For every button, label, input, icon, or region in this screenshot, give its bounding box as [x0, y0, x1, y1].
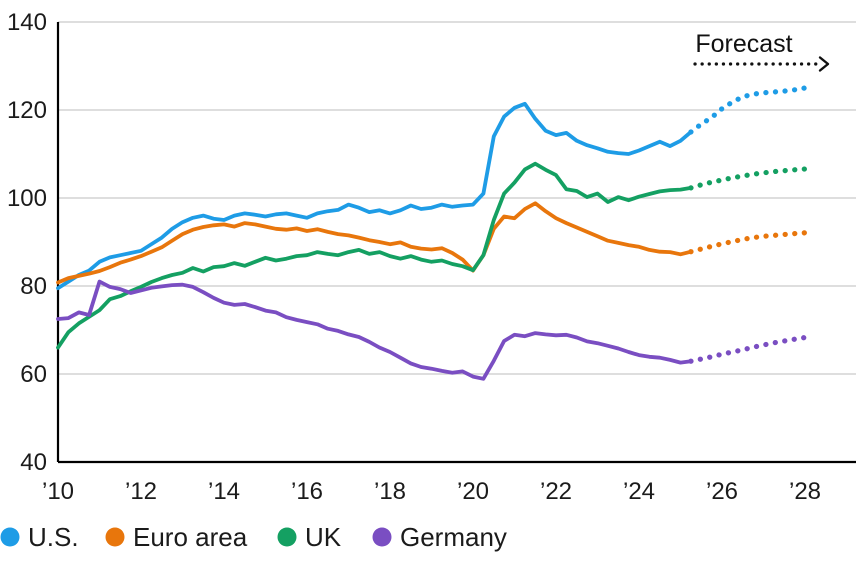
- x-tick-label-2028: ’28: [789, 478, 821, 505]
- x-tick-label-2014: ’14: [208, 478, 240, 505]
- y-tick-label-120: 120: [7, 97, 47, 124]
- x-tick-label-2022: ’22: [540, 478, 572, 505]
- y-tick-label-40: 40: [20, 449, 47, 476]
- legend-label-euro-area: Euro area: [133, 522, 248, 552]
- x-tick-label-2012: ’12: [125, 478, 157, 505]
- x-tick-label-2020: ’20: [457, 478, 489, 505]
- series-line-uk: [56, 161, 693, 350]
- x-tick-label-2018: ’18: [374, 478, 406, 505]
- y-tick-label-140: 140: [7, 9, 47, 36]
- x-tick-label-2010: ’10: [42, 478, 74, 505]
- y-tick-label-60: 60: [20, 361, 47, 388]
- legend-item-u-s: U.S.: [0, 522, 79, 552]
- legend-label-uk: UK: [305, 522, 342, 552]
- x-tick-label-2016: ’16: [291, 478, 323, 505]
- series-forecast-u-s: [688, 85, 808, 135]
- series-line-u-s: [56, 101, 693, 291]
- series-line-germany: [56, 279, 693, 381]
- forecast-arrowhead-icon: [818, 56, 830, 72]
- axis-label-layer: 140 120 100 80 60 40’10 ’12 ’14 ’16 ’18 ’20 ’22 ’24 ’…: [7, 9, 821, 505]
- forecast-annotation: Forecast: [693, 30, 830, 72]
- series-forecast-germany: [688, 334, 808, 364]
- legend-item-uk: UK: [277, 522, 342, 552]
- legend-item-euro-area: Euro area: [105, 522, 248, 552]
- legend-label-germany: Germany: [400, 522, 507, 552]
- y-tick-label-100: 100: [7, 185, 47, 212]
- legend-marker-germany: [372, 527, 392, 547]
- x-tick-label-2026: ’26: [706, 478, 738, 505]
- legend-item-germany: Germany: [372, 522, 507, 552]
- forecast-label: Forecast: [695, 30, 792, 58]
- chart-legend: U.S. Euro area UK Germany: [0, 522, 507, 552]
- series-forecast-uk: [688, 166, 808, 191]
- series-forecast-euro-area: [688, 230, 808, 255]
- y-tick-label-80: 80: [20, 273, 47, 300]
- legend-label-u-s: U.S.: [28, 522, 79, 552]
- legend-marker-u-s: [0, 527, 20, 547]
- x-tick-label-2024: ’24: [623, 478, 655, 505]
- series-line-euro-area: [56, 201, 693, 285]
- legend-marker-uk: [277, 527, 297, 547]
- legend-marker-euro-area: [105, 527, 125, 547]
- series-layer: [56, 85, 808, 381]
